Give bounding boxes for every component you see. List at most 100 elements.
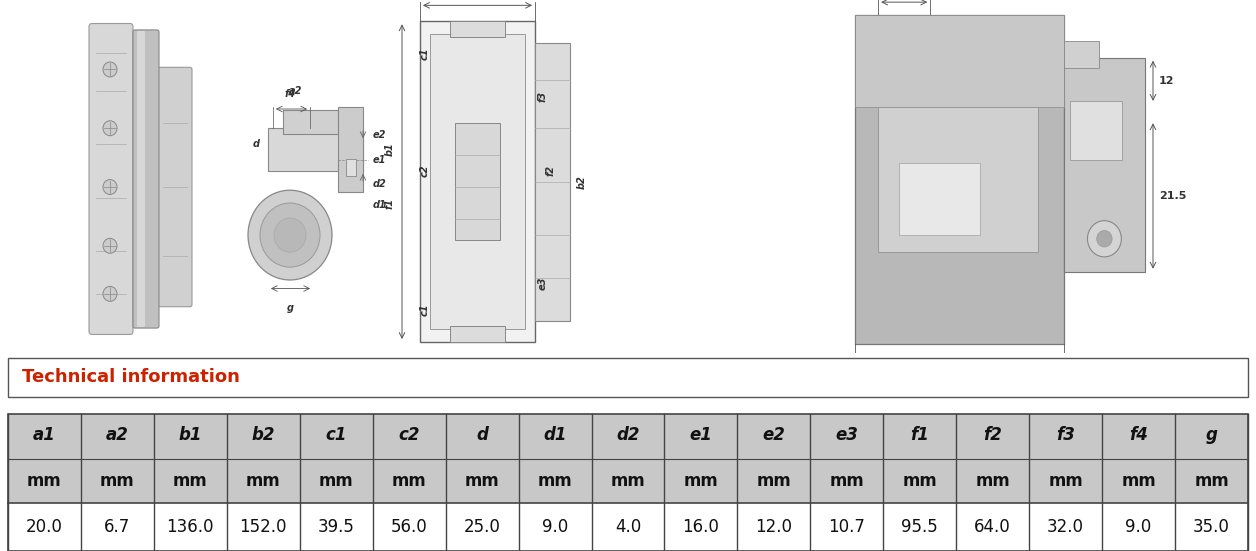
- Text: g: g: [286, 302, 294, 313]
- Text: f1: f1: [386, 198, 394, 208]
- Text: mm: mm: [683, 472, 718, 490]
- Circle shape: [103, 287, 117, 301]
- Text: e1: e1: [373, 155, 387, 165]
- Text: e3: e3: [835, 426, 858, 444]
- Bar: [450, 326, 505, 342]
- FancyBboxPatch shape: [89, 24, 133, 334]
- Text: mm: mm: [902, 472, 937, 490]
- Text: d1: d1: [373, 200, 387, 210]
- Text: b1: b1: [178, 426, 202, 444]
- Text: a1: a1: [33, 426, 57, 444]
- Text: 39.5: 39.5: [318, 518, 354, 536]
- Bar: [283, 110, 338, 133]
- FancyBboxPatch shape: [158, 67, 192, 307]
- FancyBboxPatch shape: [133, 30, 160, 328]
- Bar: [455, 123, 500, 240]
- Text: a2: a2: [289, 86, 303, 96]
- Text: c1: c1: [325, 426, 347, 444]
- Bar: [8, 504, 1248, 551]
- Text: 21.5: 21.5: [1159, 191, 1187, 201]
- Circle shape: [260, 203, 320, 267]
- Text: mm: mm: [246, 472, 280, 490]
- Text: e3: e3: [538, 277, 548, 290]
- Text: 6.7: 6.7: [104, 518, 131, 536]
- Text: 12.0: 12.0: [755, 518, 793, 536]
- Bar: [420, 21, 535, 342]
- Text: c1: c1: [420, 304, 430, 316]
- Text: mm: mm: [1122, 472, 1156, 490]
- Text: mm: mm: [392, 472, 427, 490]
- Text: e2: e2: [762, 426, 785, 444]
- Text: g: g: [1206, 426, 1217, 444]
- Text: c2: c2: [398, 426, 420, 444]
- Text: 95.5: 95.5: [902, 518, 938, 536]
- Circle shape: [103, 62, 117, 77]
- Bar: [535, 43, 570, 321]
- Text: 35.0: 35.0: [1193, 518, 1230, 536]
- Bar: [8, 414, 1248, 551]
- Text: d: d: [252, 139, 260, 149]
- Text: b2: b2: [251, 426, 275, 444]
- Circle shape: [247, 190, 332, 280]
- Bar: [898, 163, 980, 235]
- Text: mm: mm: [1049, 472, 1083, 490]
- Text: 4.0: 4.0: [615, 518, 641, 536]
- Circle shape: [274, 218, 306, 252]
- Text: 12: 12: [1159, 76, 1174, 86]
- Text: f2: f2: [546, 165, 556, 176]
- Text: mm: mm: [610, 472, 646, 490]
- Text: 9.0: 9.0: [541, 518, 568, 536]
- Text: mm: mm: [829, 472, 864, 490]
- Text: f4: f4: [285, 89, 295, 99]
- Text: e2: e2: [373, 129, 387, 139]
- Bar: [8, 358, 1248, 397]
- Bar: [345, 159, 355, 176]
- Bar: [338, 107, 363, 192]
- Text: f3: f3: [1056, 426, 1075, 444]
- Text: d1: d1: [544, 426, 566, 444]
- Text: 32.0: 32.0: [1048, 518, 1084, 536]
- Circle shape: [103, 180, 117, 195]
- Text: 10.7: 10.7: [829, 518, 865, 536]
- FancyBboxPatch shape: [137, 31, 144, 327]
- Text: a2: a2: [106, 426, 129, 444]
- Text: mm: mm: [465, 472, 500, 490]
- Text: 20.0: 20.0: [26, 518, 63, 536]
- Text: f1: f1: [911, 426, 929, 444]
- Circle shape: [1088, 220, 1122, 257]
- Bar: [855, 15, 1064, 107]
- Circle shape: [103, 121, 117, 136]
- Text: 9: 9: [956, 363, 963, 374]
- Text: 152.0: 152.0: [240, 518, 288, 536]
- Text: f3: f3: [538, 91, 548, 102]
- Text: d: d: [476, 426, 489, 444]
- Text: c1: c1: [420, 47, 430, 60]
- Text: f4: f4: [1129, 426, 1148, 444]
- Text: 64.0: 64.0: [975, 518, 1011, 536]
- Bar: [1070, 100, 1122, 160]
- Circle shape: [103, 238, 117, 253]
- Bar: [855, 15, 1064, 344]
- Text: mm: mm: [319, 472, 354, 490]
- Text: 25.0: 25.0: [463, 518, 501, 536]
- Text: Technical information: Technical information: [23, 369, 240, 386]
- Bar: [1064, 41, 1099, 68]
- Bar: [1064, 58, 1145, 272]
- Text: mm: mm: [28, 472, 62, 490]
- Text: mm: mm: [756, 472, 791, 490]
- Text: c2: c2: [420, 165, 430, 177]
- Circle shape: [1096, 230, 1112, 247]
- Bar: [8, 414, 1248, 504]
- Text: b2: b2: [577, 175, 587, 188]
- Text: b1: b1: [386, 143, 394, 156]
- Text: mm: mm: [1194, 472, 1228, 490]
- Text: mm: mm: [538, 472, 573, 490]
- Text: 9.0: 9.0: [1125, 518, 1152, 536]
- Text: mm: mm: [100, 472, 134, 490]
- Text: mm: mm: [173, 472, 207, 490]
- Text: 16.0: 16.0: [682, 518, 720, 536]
- Bar: [878, 107, 1037, 252]
- Text: 136.0: 136.0: [167, 518, 214, 536]
- Text: f2: f2: [983, 426, 1002, 444]
- Text: 56.0: 56.0: [391, 518, 427, 536]
